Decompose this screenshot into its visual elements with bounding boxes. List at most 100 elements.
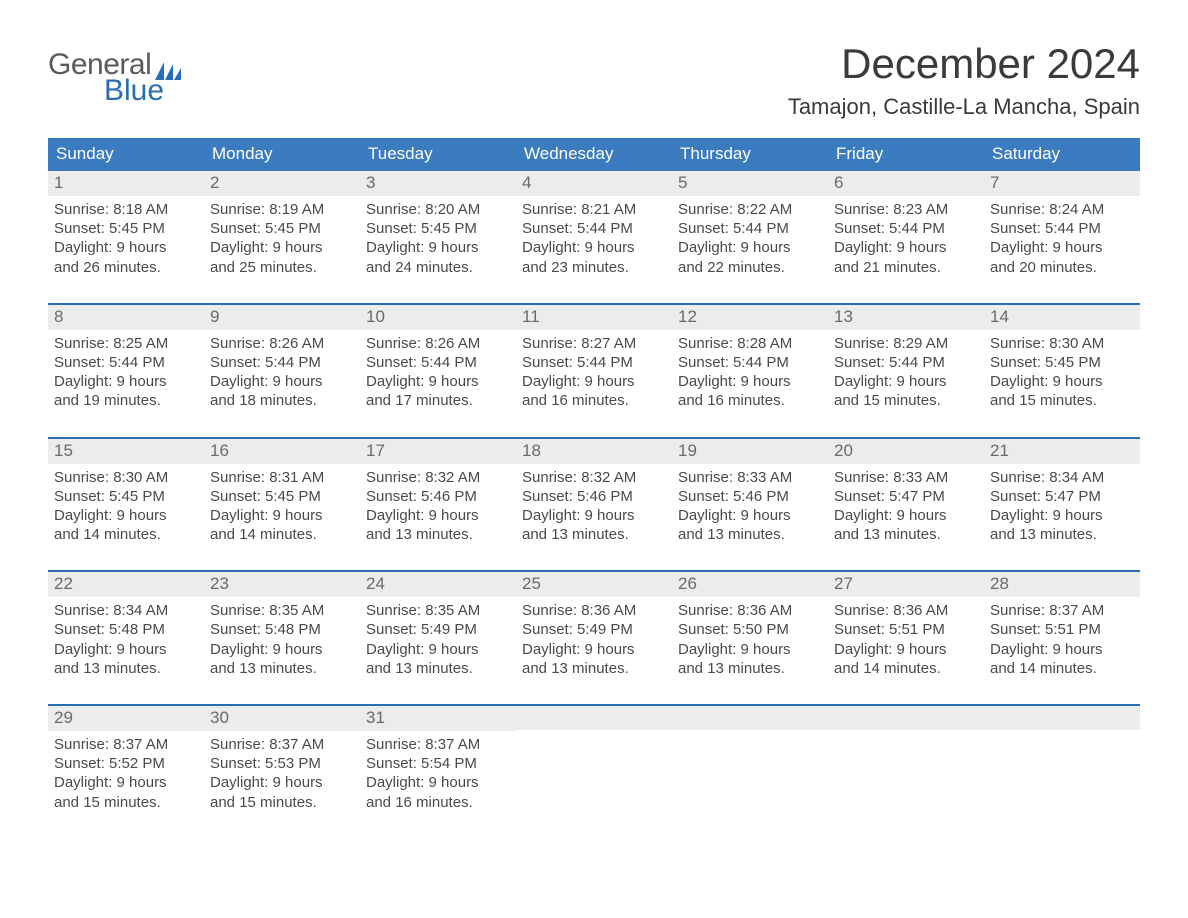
sunrise-line: Sunrise: 8:37 AM bbox=[990, 601, 1134, 620]
day-number: 9 bbox=[204, 305, 360, 330]
day-details: Sunrise: 8:18 AMSunset: 5:45 PMDaylight:… bbox=[48, 196, 204, 283]
daylight-line1: Daylight: 9 hours bbox=[366, 773, 510, 792]
sunset-line: Sunset: 5:47 PM bbox=[834, 487, 978, 506]
day-details: Sunrise: 8:26 AMSunset: 5:44 PMDaylight:… bbox=[360, 330, 516, 417]
day-details: Sunrise: 8:24 AMSunset: 5:44 PMDaylight:… bbox=[984, 196, 1140, 283]
daylight-line2: and 20 minutes. bbox=[990, 258, 1134, 277]
day-details: Sunrise: 8:37 AMSunset: 5:52 PMDaylight:… bbox=[48, 731, 204, 818]
day-number bbox=[828, 706, 984, 730]
sunset-line: Sunset: 5:44 PM bbox=[54, 353, 198, 372]
daylight-line2: and 18 minutes. bbox=[210, 391, 354, 410]
day-details: Sunrise: 8:37 AMSunset: 5:54 PMDaylight:… bbox=[360, 731, 516, 818]
daylight-line1: Daylight: 9 hours bbox=[54, 372, 198, 391]
day-details: Sunrise: 8:36 AMSunset: 5:49 PMDaylight:… bbox=[516, 597, 672, 684]
daylight-line1: Daylight: 9 hours bbox=[366, 506, 510, 525]
sunrise-line: Sunrise: 8:32 AM bbox=[366, 468, 510, 487]
day-number: 20 bbox=[828, 439, 984, 464]
calendar-day: 16Sunrise: 8:31 AMSunset: 5:45 PMDayligh… bbox=[204, 439, 360, 551]
day-of-week-label: Saturday bbox=[984, 138, 1140, 171]
calendar-day: 1Sunrise: 8:18 AMSunset: 5:45 PMDaylight… bbox=[48, 171, 204, 283]
day-number: 31 bbox=[360, 706, 516, 731]
sunset-line: Sunset: 5:44 PM bbox=[990, 219, 1134, 238]
day-number: 24 bbox=[360, 572, 516, 597]
calendar-day: 28Sunrise: 8:37 AMSunset: 5:51 PMDayligh… bbox=[984, 572, 1140, 684]
sunset-line: Sunset: 5:44 PM bbox=[522, 219, 666, 238]
day-number: 12 bbox=[672, 305, 828, 330]
daylight-line2: and 15 minutes. bbox=[834, 391, 978, 410]
daylight-line1: Daylight: 9 hours bbox=[522, 640, 666, 659]
sunrise-line: Sunrise: 8:30 AM bbox=[990, 334, 1134, 353]
sunset-line: Sunset: 5:50 PM bbox=[678, 620, 822, 639]
day-number: 19 bbox=[672, 439, 828, 464]
day-details: Sunrise: 8:29 AMSunset: 5:44 PMDaylight:… bbox=[828, 330, 984, 417]
daylight-line2: and 19 minutes. bbox=[54, 391, 198, 410]
day-number: 13 bbox=[828, 305, 984, 330]
daylight-line1: Daylight: 9 hours bbox=[210, 238, 354, 257]
daylight-line2: and 13 minutes. bbox=[210, 659, 354, 678]
calendar-day bbox=[828, 706, 984, 818]
day-of-week-label: Friday bbox=[828, 138, 984, 171]
sunrise-line: Sunrise: 8:36 AM bbox=[522, 601, 666, 620]
day-number: 15 bbox=[48, 439, 204, 464]
day-number: 21 bbox=[984, 439, 1140, 464]
sunset-line: Sunset: 5:49 PM bbox=[366, 620, 510, 639]
day-number: 4 bbox=[516, 171, 672, 196]
sunrise-line: Sunrise: 8:33 AM bbox=[834, 468, 978, 487]
sunrise-line: Sunrise: 8:26 AM bbox=[210, 334, 354, 353]
sunrise-line: Sunrise: 8:26 AM bbox=[366, 334, 510, 353]
day-number: 29 bbox=[48, 706, 204, 731]
sunrise-line: Sunrise: 8:18 AM bbox=[54, 200, 198, 219]
sunset-line: Sunset: 5:49 PM bbox=[522, 620, 666, 639]
sunset-line: Sunset: 5:44 PM bbox=[678, 353, 822, 372]
daylight-line1: Daylight: 9 hours bbox=[210, 372, 354, 391]
day-number: 26 bbox=[672, 572, 828, 597]
sunset-line: Sunset: 5:45 PM bbox=[990, 353, 1134, 372]
daylight-line2: and 13 minutes. bbox=[366, 659, 510, 678]
daylight-line1: Daylight: 9 hours bbox=[522, 238, 666, 257]
day-details: Sunrise: 8:33 AMSunset: 5:46 PMDaylight:… bbox=[672, 464, 828, 551]
day-number bbox=[672, 706, 828, 730]
day-details: Sunrise: 8:32 AMSunset: 5:46 PMDaylight:… bbox=[516, 464, 672, 551]
day-details: Sunrise: 8:32 AMSunset: 5:46 PMDaylight:… bbox=[360, 464, 516, 551]
daylight-line2: and 26 minutes. bbox=[54, 258, 198, 277]
daylight-line2: and 23 minutes. bbox=[522, 258, 666, 277]
daylight-line1: Daylight: 9 hours bbox=[522, 506, 666, 525]
sunrise-line: Sunrise: 8:29 AM bbox=[834, 334, 978, 353]
sunset-line: Sunset: 5:47 PM bbox=[990, 487, 1134, 506]
sunrise-line: Sunrise: 8:23 AM bbox=[834, 200, 978, 219]
daylight-line1: Daylight: 9 hours bbox=[834, 506, 978, 525]
day-number: 27 bbox=[828, 572, 984, 597]
calendar-day: 5Sunrise: 8:22 AMSunset: 5:44 PMDaylight… bbox=[672, 171, 828, 283]
day-details: Sunrise: 8:23 AMSunset: 5:44 PMDaylight:… bbox=[828, 196, 984, 283]
sunrise-line: Sunrise: 8:34 AM bbox=[54, 601, 198, 620]
day-details: Sunrise: 8:36 AMSunset: 5:51 PMDaylight:… bbox=[828, 597, 984, 684]
daylight-line2: and 16 minutes. bbox=[678, 391, 822, 410]
sunrise-line: Sunrise: 8:37 AM bbox=[54, 735, 198, 754]
calendar-day: 13Sunrise: 8:29 AMSunset: 5:44 PMDayligh… bbox=[828, 305, 984, 417]
calendar-day: 29Sunrise: 8:37 AMSunset: 5:52 PMDayligh… bbox=[48, 706, 204, 818]
daylight-line1: Daylight: 9 hours bbox=[366, 238, 510, 257]
calendar-day: 10Sunrise: 8:26 AMSunset: 5:44 PMDayligh… bbox=[360, 305, 516, 417]
day-details: Sunrise: 8:33 AMSunset: 5:47 PMDaylight:… bbox=[828, 464, 984, 551]
daylight-line1: Daylight: 9 hours bbox=[522, 372, 666, 391]
daylight-line2: and 24 minutes. bbox=[366, 258, 510, 277]
sunset-line: Sunset: 5:52 PM bbox=[54, 754, 198, 773]
day-details: Sunrise: 8:30 AMSunset: 5:45 PMDaylight:… bbox=[984, 330, 1140, 417]
daylight-line2: and 16 minutes. bbox=[366, 793, 510, 812]
calendar-day: 20Sunrise: 8:33 AMSunset: 5:47 PMDayligh… bbox=[828, 439, 984, 551]
sunrise-line: Sunrise: 8:30 AM bbox=[54, 468, 198, 487]
calendar-day bbox=[516, 706, 672, 818]
calendar-day: 4Sunrise: 8:21 AMSunset: 5:44 PMDaylight… bbox=[516, 171, 672, 283]
calendar-week: 22Sunrise: 8:34 AMSunset: 5:48 PMDayligh… bbox=[48, 570, 1140, 684]
day-of-week-label: Monday bbox=[204, 138, 360, 171]
daylight-line2: and 15 minutes. bbox=[990, 391, 1134, 410]
sunset-line: Sunset: 5:53 PM bbox=[210, 754, 354, 773]
daylight-line1: Daylight: 9 hours bbox=[210, 506, 354, 525]
calendar-day: 3Sunrise: 8:20 AMSunset: 5:45 PMDaylight… bbox=[360, 171, 516, 283]
day-of-week-label: Thursday bbox=[672, 138, 828, 171]
calendar-week: 8Sunrise: 8:25 AMSunset: 5:44 PMDaylight… bbox=[48, 303, 1140, 417]
sunset-line: Sunset: 5:51 PM bbox=[834, 620, 978, 639]
calendar-day: 31Sunrise: 8:37 AMSunset: 5:54 PMDayligh… bbox=[360, 706, 516, 818]
sunset-line: Sunset: 5:45 PM bbox=[210, 487, 354, 506]
calendar-day: 9Sunrise: 8:26 AMSunset: 5:44 PMDaylight… bbox=[204, 305, 360, 417]
